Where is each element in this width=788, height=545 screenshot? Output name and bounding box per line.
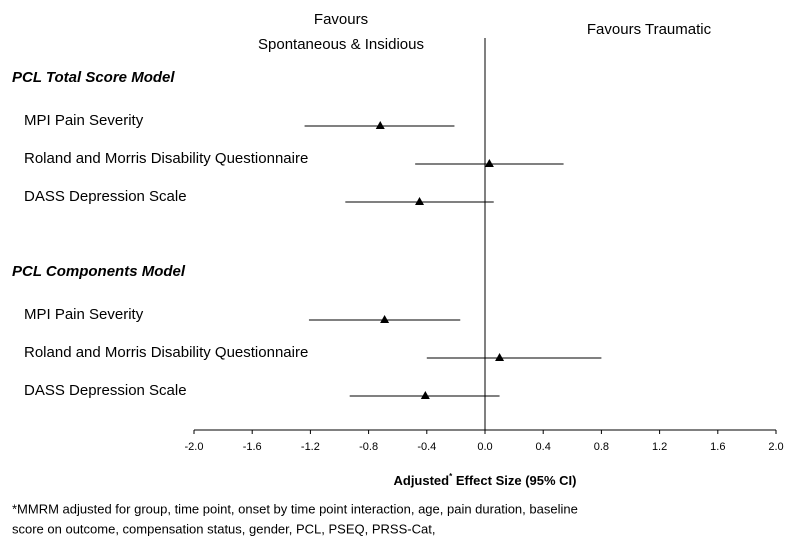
x-tick-label: 1.6 (710, 441, 725, 453)
x-tick-label: 0.0 (477, 441, 492, 453)
x-label-rest: Effect Size (95% CI) (452, 473, 576, 488)
x-tick-label: -0.8 (359, 441, 378, 453)
group-header: PCL Total Score Model (12, 69, 175, 86)
x-tick-label: 0.8 (594, 441, 609, 453)
right-heading: Favours Traumatic (587, 21, 712, 38)
x-tick-label: 2.0 (768, 441, 783, 453)
row-label: DASS Depression Scale (24, 382, 187, 399)
point-estimate (484, 159, 494, 167)
footnote: *MMRM adjusted for group, time point, on… (12, 501, 578, 516)
group-header: PCL Components Model (12, 263, 186, 280)
left-heading: Favours (314, 11, 368, 28)
x-tick-label: -0.4 (417, 441, 436, 453)
left-heading: Spontaneous & Insidious (258, 36, 424, 53)
x-tick-label: -2.0 (185, 441, 204, 453)
x-tick-label: 0.4 (536, 441, 551, 453)
footnote: score on outcome, compensation status, g… (12, 521, 435, 536)
row-label: MPI Pain Severity (24, 306, 144, 323)
row-label: MPI Pain Severity (24, 112, 144, 129)
x-label-sup: * (449, 472, 453, 481)
x-tick-label: 1.2 (652, 441, 667, 453)
point-estimate (420, 391, 430, 399)
x-tick-label: -1.2 (301, 441, 320, 453)
row-label: Roland and Morris Disability Questionnai… (24, 344, 308, 361)
row-label: DASS Depression Scale (24, 188, 187, 205)
row-label: Roland and Morris Disability Questionnai… (24, 150, 308, 167)
x-label: Adjusted (393, 473, 449, 488)
x-tick-label: -1.6 (243, 441, 262, 453)
point-estimate (380, 315, 390, 323)
point-estimate (415, 197, 425, 205)
point-estimate (495, 353, 505, 361)
point-estimate (375, 121, 385, 129)
x-axis-label: Adjusted* Effect Size (95% CI) (393, 472, 576, 488)
